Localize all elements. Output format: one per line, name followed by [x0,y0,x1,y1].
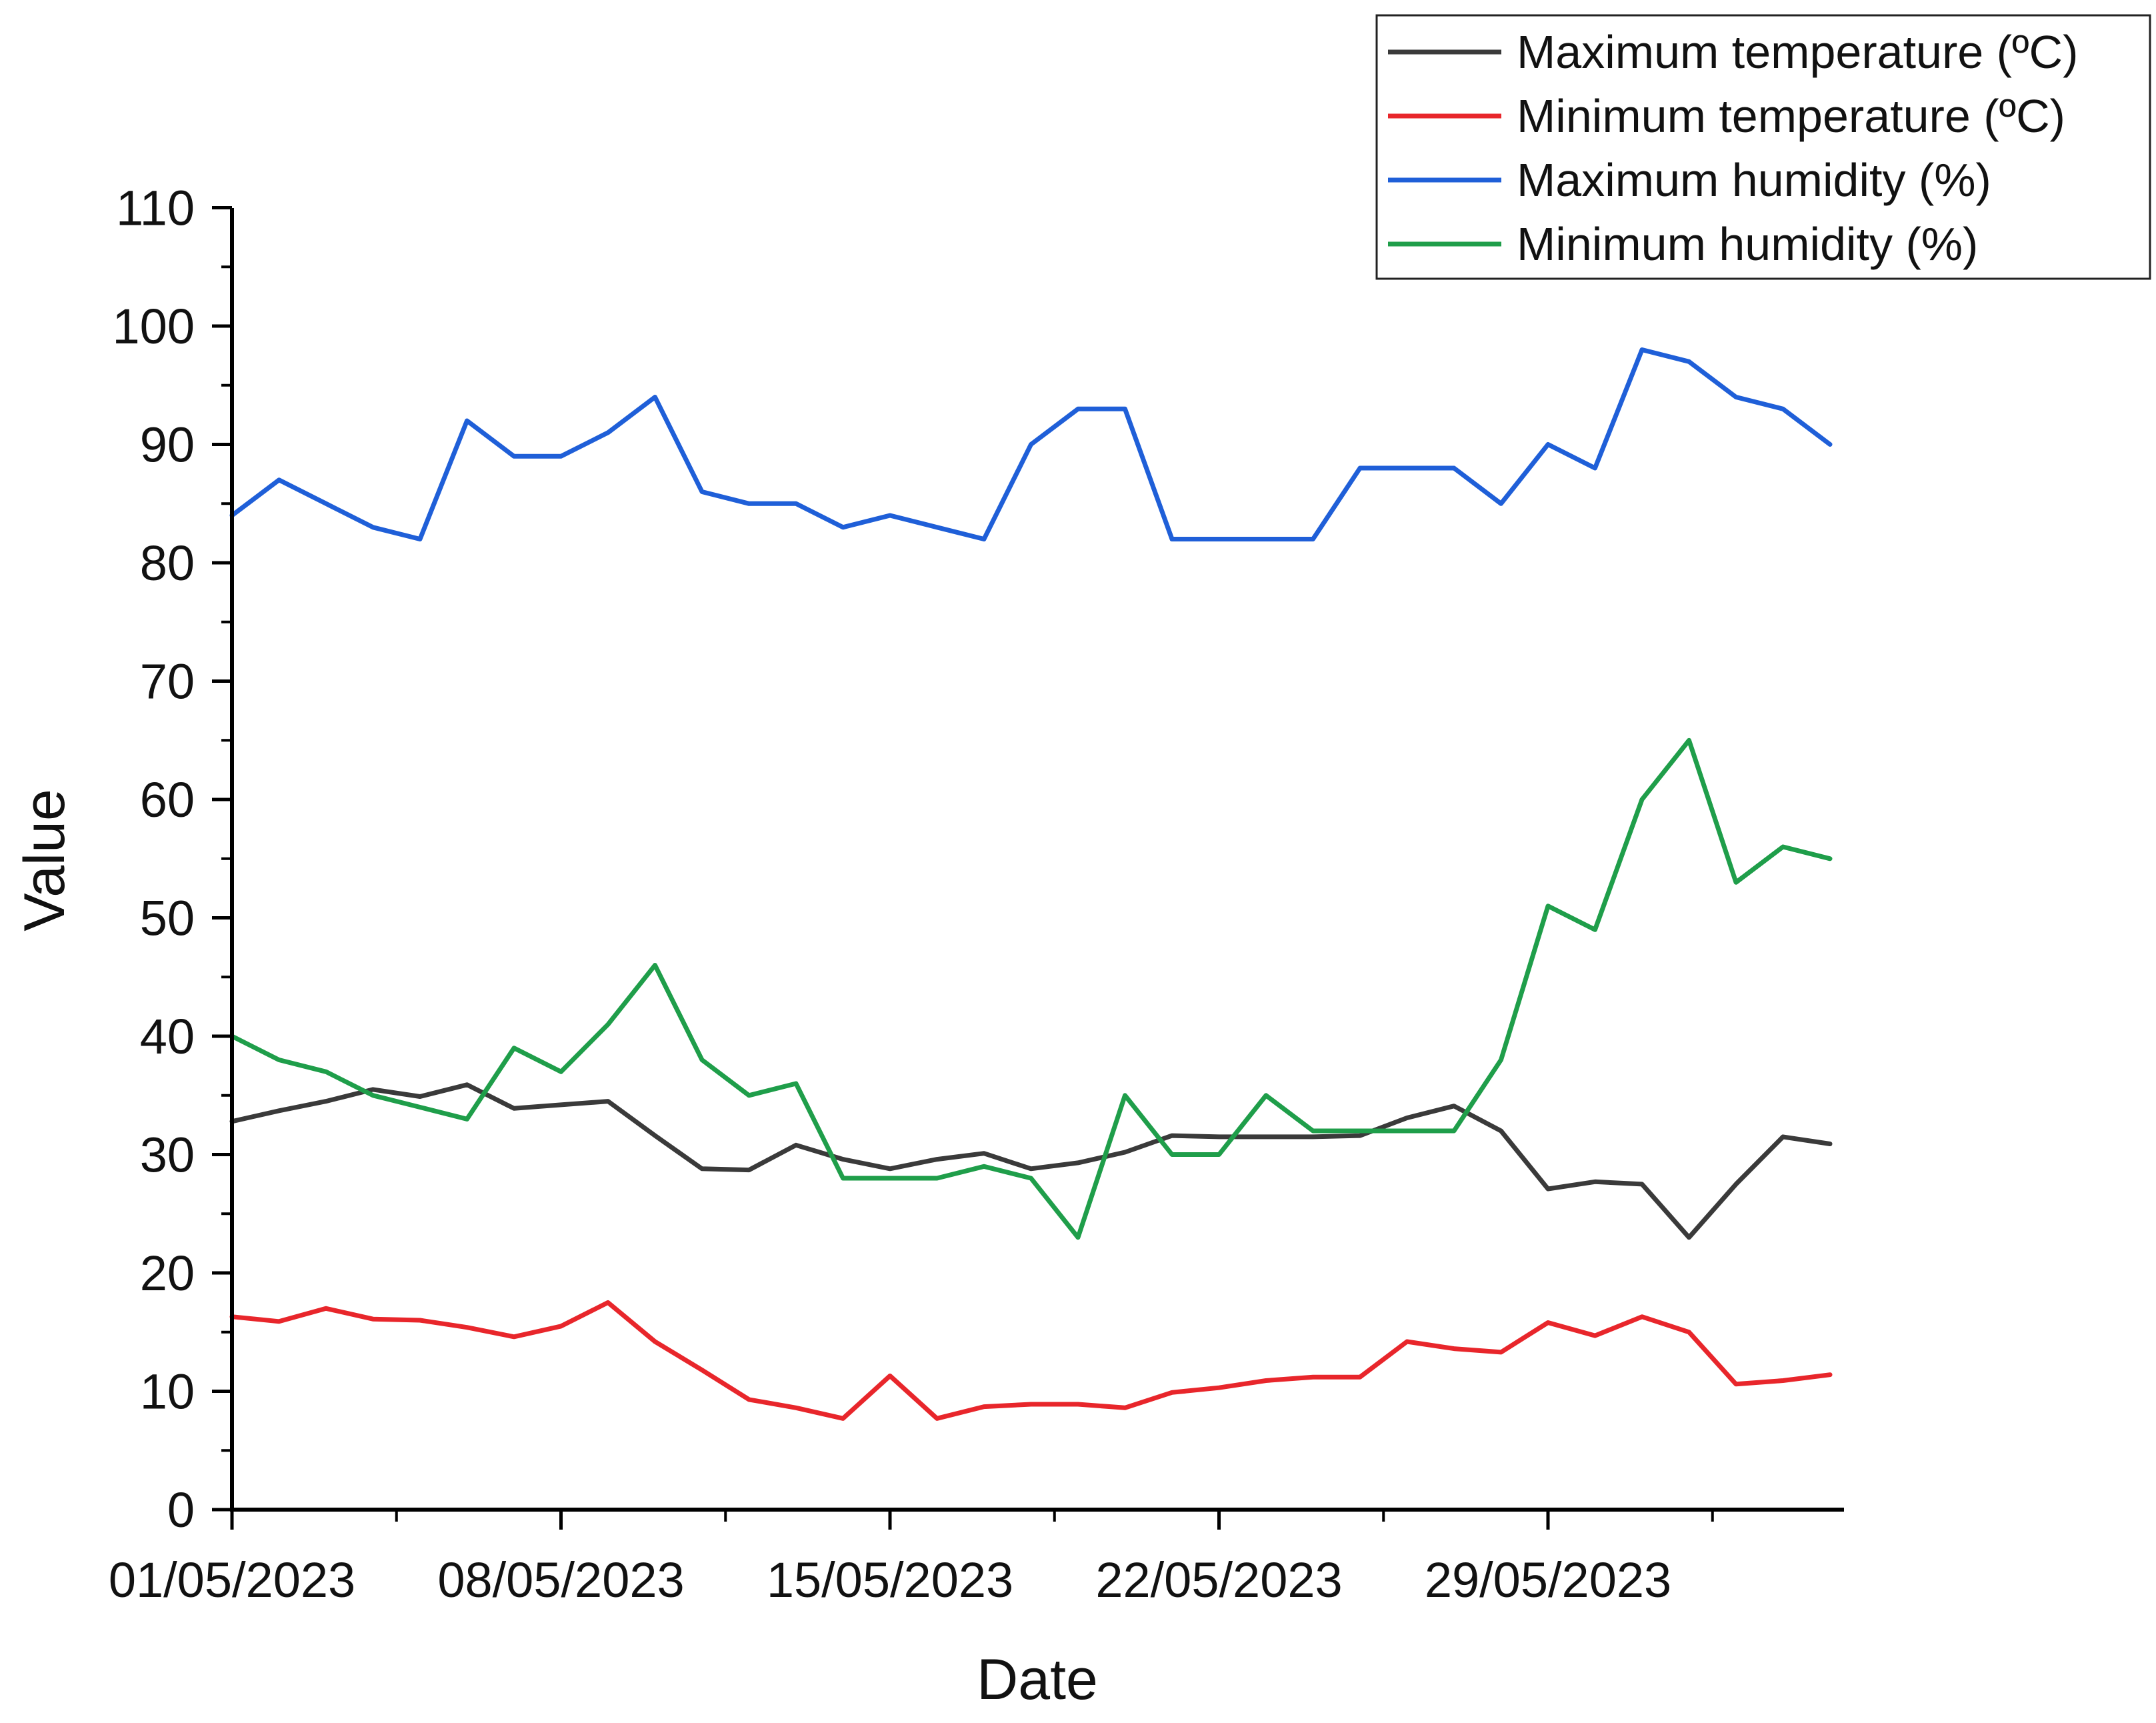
y-tick-label: 50 [140,891,195,946]
y-tick-label: 90 [140,417,195,473]
y-axis-title: Value [13,789,77,932]
legend-box [1375,14,2151,280]
y-tick-label: 0 [167,1482,195,1538]
series-line-1 [229,1082,1833,1240]
x-ticks: 01/05/2023 08/05/2023 15/05/2023 22/05/2023… [109,1510,1714,1608]
y-tick-label: 40 [140,1009,195,1064]
series-line-3 [229,347,1833,541]
y-tick-label: 110 [116,181,195,236]
y-tick-label: 80 [140,535,195,591]
y-tick-label: 30 [140,1128,195,1183]
x-tick-label: 29/05/2023 [1425,1552,1671,1608]
y-tick-label: 20 [140,1246,195,1301]
axes-layer [230,208,1844,1512]
series-line-4 [229,737,1833,1240]
y-tick-label: 60 [140,772,195,827]
series-line-2 [229,1300,1833,1421]
y-tick-label: 100 [113,299,195,354]
x-tick-label: 22/05/2023 [1095,1552,1342,1608]
legend-label-2: Minimum temperature (ºC) [1517,90,2065,142]
legend-label-4: Minimum humidity (%) [1517,218,1978,270]
legend-label-1: Maximum temperature (ºC) [1517,26,2078,78]
y-tick-label: 70 [140,654,195,709]
x-tick-label: 01/05/2023 [109,1552,355,1608]
legend: Maximum temperature (ºC) Minimum temperat… [1375,14,2151,280]
x-axis-title: Date [977,1648,1098,1712]
legend-label-3: Maximum humidity (%) [1517,154,1991,206]
x-tick-label: 15/05/2023 [767,1552,1013,1608]
series-layer [229,347,1833,1421]
y-ticks: 0 10 20 30 40 50 60 70 80 90 100 110 [113,181,232,1538]
y-tick-label: 10 [140,1364,195,1420]
x-tick-label: 08/05/2023 [437,1552,684,1608]
